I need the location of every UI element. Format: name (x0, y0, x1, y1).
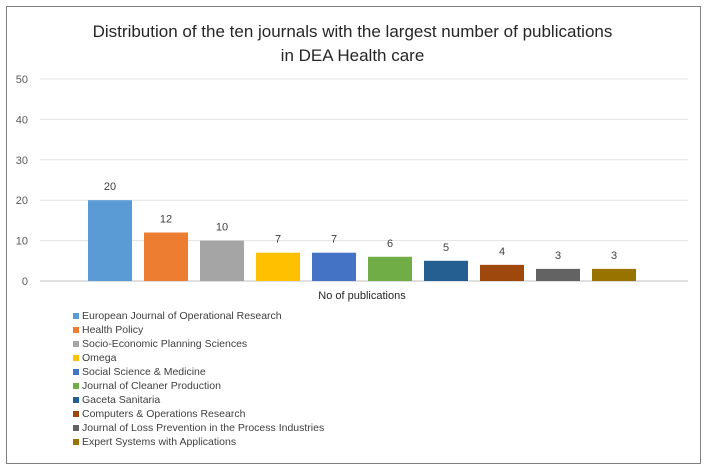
legend-item: Health Policy (73, 323, 324, 337)
y-tick-label: 40 (16, 114, 28, 126)
y-tick-label: 50 (16, 74, 28, 86)
legend-item: Socio-Economic Planning Sciences (73, 337, 324, 351)
legend-label: Omega (82, 352, 117, 364)
legend-label: Journal of Loss Prevention in the Proces… (82, 422, 325, 434)
bar (200, 240, 244, 281)
legend-swatch (73, 313, 79, 319)
legend-swatch (73, 411, 79, 417)
legend-item: European Journal of Operational Research (73, 309, 324, 323)
chart-title-line-1: Distribution of the ten journals with th… (92, 22, 613, 41)
bar-value-label: 5 (443, 242, 449, 254)
bar (88, 200, 132, 281)
legend-item: Journal of Cleaner Production (73, 379, 324, 393)
bar-value-label: 7 (331, 234, 337, 246)
legend-label: Journal of Cleaner Production (82, 380, 221, 392)
legend-swatch (73, 383, 79, 389)
bar (312, 252, 356, 281)
legend-swatch (73, 341, 79, 347)
legend-label: European Journal of Operational Research (82, 310, 282, 322)
legend-label: Gaceta Sanitaria (82, 394, 161, 406)
bar (480, 264, 524, 281)
legend-swatch (73, 327, 79, 333)
chart-title-line-2: in DEA Health care (280, 46, 425, 65)
y-tick-label: 0 (22, 276, 28, 288)
bar-value-label: 7 (275, 234, 281, 246)
legend-swatch (73, 439, 79, 445)
legend-swatch (73, 397, 79, 403)
bar (536, 268, 580, 281)
legend-label: Health Policy (82, 324, 144, 336)
bar (424, 260, 468, 281)
legend-item: Computers & Operations Research (73, 407, 324, 421)
bar-value-label: 10 (216, 222, 228, 234)
legend-label: Expert Systems with Applications (82, 436, 237, 448)
bar-value-label: 6 (387, 238, 393, 250)
y-tick-label: 10 (16, 236, 28, 248)
legend-swatch (73, 369, 79, 375)
legend-label: Computers & Operations Research (82, 408, 246, 420)
legend-label: Social Science & Medicine (82, 366, 206, 378)
bar-value-label: 12 (160, 214, 172, 226)
y-tick-label: 20 (16, 195, 28, 207)
legend-item: Journal of Loss Prevention in the Proces… (73, 421, 324, 435)
legend-label: Socio-Economic Planning Sciences (82, 338, 248, 350)
legend-item: Gaceta Sanitaria (73, 393, 324, 407)
legend-swatch (73, 425, 79, 431)
bar-value-label: 3 (611, 250, 617, 262)
bar (592, 268, 636, 281)
bar (368, 256, 412, 281)
bar (256, 252, 300, 281)
legend-swatch (73, 355, 79, 361)
legend-item: Expert Systems with Applications (73, 435, 324, 449)
bar-value-label: 3 (555, 250, 561, 262)
chart-title: Distribution of the ten journals with th… (40, 20, 665, 68)
legend-item: Omega (73, 351, 324, 365)
bar-value-label: 4 (499, 246, 505, 258)
bar (144, 232, 188, 281)
chart-legend: European Journal of Operational Research… (73, 309, 324, 449)
y-tick-label: 30 (16, 155, 28, 167)
bar-value-label: 20 (104, 181, 116, 193)
legend-item: Social Science & Medicine (73, 365, 324, 379)
x-axis-label: No of publications (318, 290, 406, 302)
